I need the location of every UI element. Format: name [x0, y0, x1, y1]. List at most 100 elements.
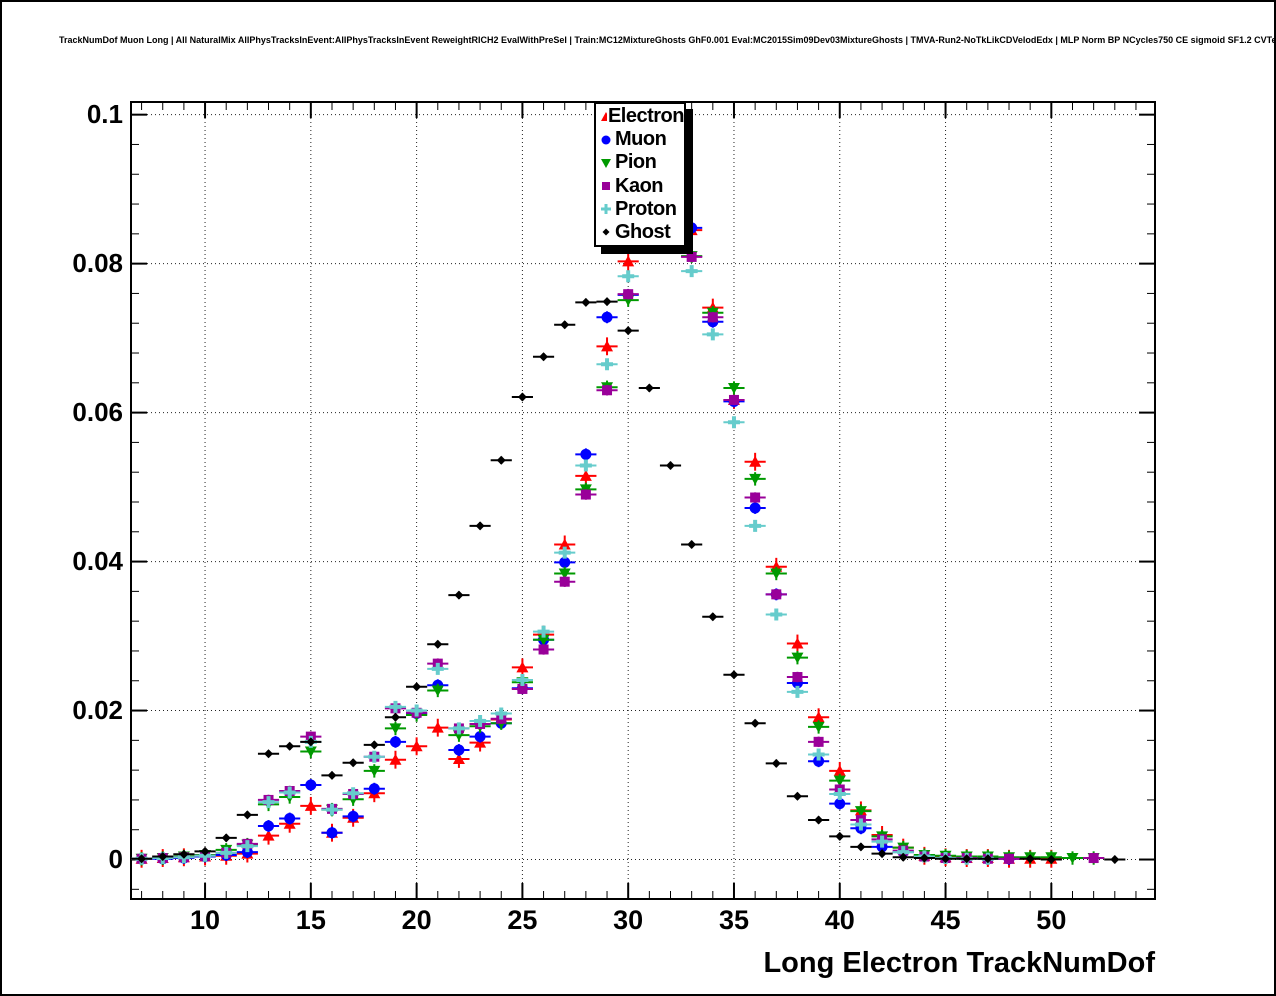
data-marker [347, 787, 360, 800]
data-marker [644, 383, 654, 393]
data-marker [602, 385, 613, 396]
data-marker [283, 786, 296, 799]
data-marker [833, 764, 846, 776]
data-marker [452, 752, 465, 764]
data-marker [919, 853, 929, 863]
data-marker [579, 459, 592, 472]
legend-label: Ghost [615, 220, 671, 243]
data-marker [200, 846, 210, 856]
data-marker [686, 222, 698, 234]
legend-item-muon: Muon [598, 128, 684, 151]
data-marker [1046, 855, 1056, 865]
data-marker [558, 546, 571, 559]
data-marker [750, 492, 761, 503]
data-marker [708, 612, 718, 622]
triangle-up-icon [601, 111, 607, 121]
y-tick-label: 0.1 [86, 98, 123, 129]
data-marker [538, 644, 549, 655]
data-marker [558, 568, 571, 580]
data-marker [707, 312, 718, 323]
data-marker [791, 685, 804, 698]
data-marker [1025, 854, 1035, 864]
data-marker [517, 683, 528, 694]
data-marker [495, 707, 508, 720]
data-marker [560, 320, 570, 330]
data-marker [306, 737, 316, 747]
data-marker [179, 849, 189, 859]
y-tick-label: 0.02 [72, 694, 123, 725]
data-marker [516, 661, 529, 673]
x-tick-label: 20 [401, 905, 432, 935]
data-marker [601, 340, 614, 352]
data-marker [431, 662, 444, 675]
legend-label: Kaon [615, 174, 664, 197]
data-marker [241, 840, 254, 853]
data-marker [812, 748, 825, 761]
data-marker [304, 746, 317, 758]
data-marker [835, 831, 845, 841]
legend-label: Proton [615, 197, 677, 220]
canvas-title: TrackNumDof Muon Long | All NaturalMix A… [59, 35, 1276, 45]
data-marker [623, 289, 634, 300]
data-marker [221, 833, 231, 843]
legend-label: Electron [607, 105, 685, 128]
y-tick-label: 0.06 [72, 396, 123, 427]
data-marker [623, 326, 633, 336]
data-marker [220, 846, 233, 859]
data-marker [475, 521, 485, 531]
data-marker [1110, 855, 1120, 865]
data-marker [622, 255, 635, 267]
data-marker [516, 674, 529, 687]
data-marker [158, 852, 168, 862]
data-marker [749, 455, 762, 467]
data-marker [898, 852, 908, 862]
data-marker [812, 711, 825, 723]
x-tick-label: 45 [930, 905, 961, 935]
data-marker [539, 352, 549, 362]
data-marker [812, 721, 825, 733]
data-marker [602, 297, 612, 307]
legend-label: Pion [615, 151, 657, 174]
data-marker [941, 854, 951, 864]
cross-icon [601, 204, 611, 215]
data-marker [771, 589, 782, 600]
data-marker [389, 753, 402, 765]
circle-icon [601, 135, 611, 145]
data-marker [368, 750, 381, 763]
data-marker [368, 783, 380, 795]
legend-item-electron: Electron [598, 105, 685, 128]
data-marker [877, 849, 887, 859]
data-marker [727, 416, 740, 429]
data-marker [579, 469, 592, 481]
data-marker [264, 749, 274, 759]
data-marker [517, 392, 527, 402]
data-marker [791, 652, 804, 664]
data-marker [305, 779, 317, 791]
legend-item-kaon: Kaon [598, 175, 684, 197]
data-marker [685, 265, 698, 278]
data-marker [727, 383, 740, 395]
data-marker [601, 311, 613, 323]
legend: Electron Muon Pion Kaon Proton Ghost [594, 102, 686, 247]
data-marker [962, 854, 972, 864]
data-marker [389, 700, 402, 713]
data-marker [749, 502, 761, 514]
data-marker [262, 829, 275, 841]
data-marker [833, 787, 846, 800]
data-marker [558, 538, 571, 550]
data-marker [242, 810, 252, 820]
x-tick-label: 30 [613, 905, 644, 935]
data-marker [431, 685, 444, 697]
data-marker [666, 460, 676, 470]
data-marker [390, 712, 400, 722]
data-marker [474, 731, 486, 743]
square-icon [602, 182, 610, 191]
data-marker [897, 846, 910, 859]
data-marker [325, 803, 338, 816]
data-marker [410, 740, 423, 752]
data-marker [454, 590, 464, 600]
data-marker [412, 682, 422, 692]
data-marker [792, 672, 803, 683]
data-marker [431, 721, 444, 733]
